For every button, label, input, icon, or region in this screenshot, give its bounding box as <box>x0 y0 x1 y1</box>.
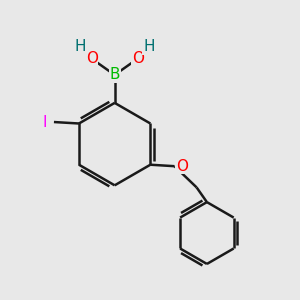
Text: O: O <box>176 159 188 174</box>
Text: I: I <box>43 115 47 130</box>
Text: O: O <box>86 51 98 66</box>
Text: H: H <box>75 39 86 54</box>
Text: H: H <box>143 39 154 54</box>
Text: O: O <box>132 51 144 66</box>
Text: B: B <box>110 68 120 82</box>
